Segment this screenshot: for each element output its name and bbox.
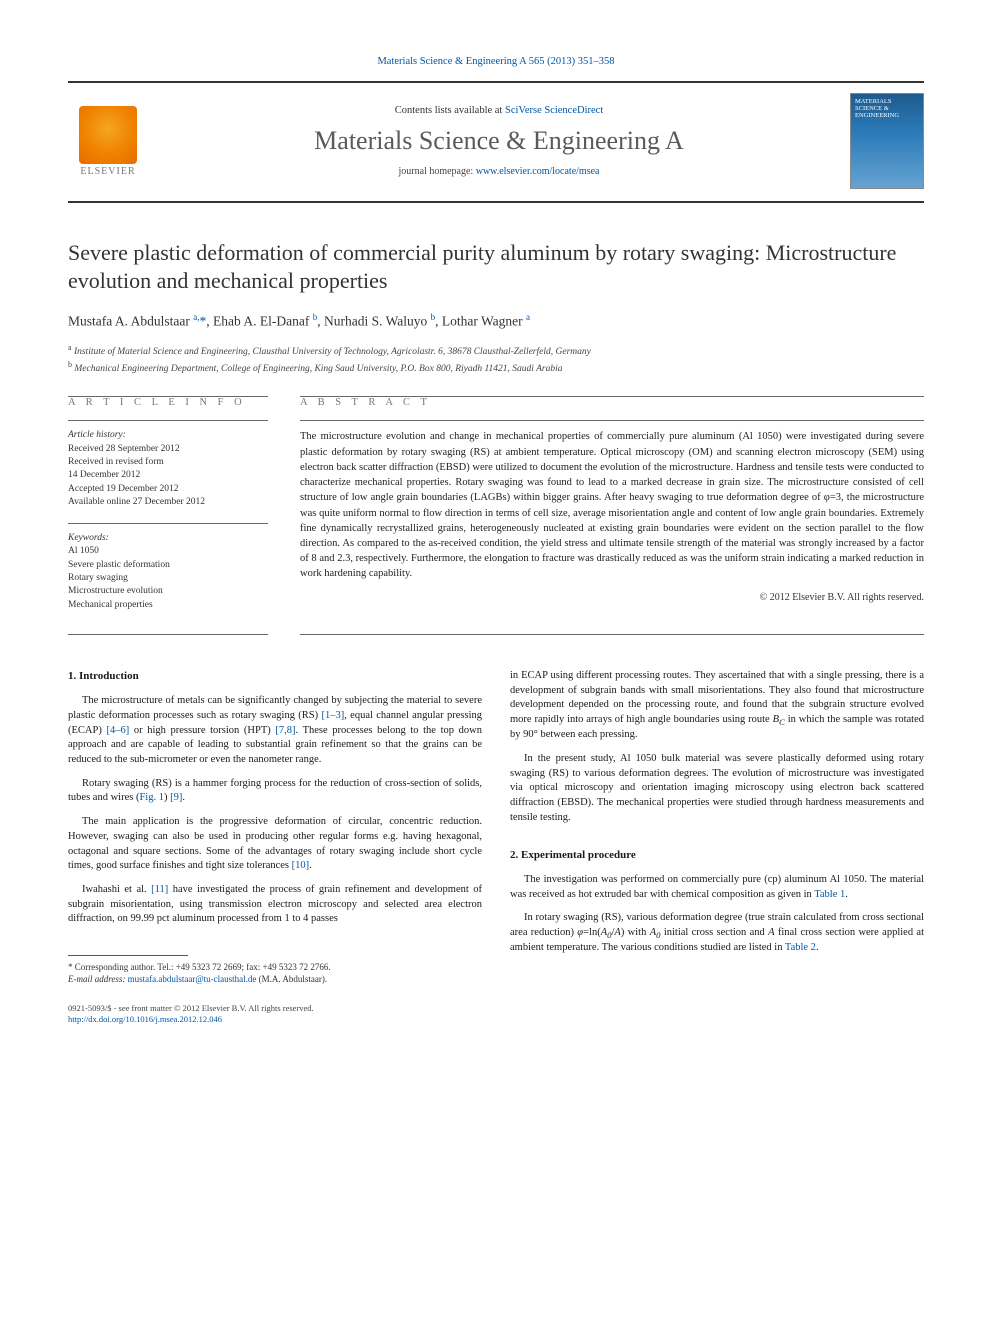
journal-cover-thumbnail[interactable]: MATERIALS SCIENCE & ENGINEERING	[850, 93, 924, 189]
p3a: The main application is the progressive …	[68, 816, 482, 871]
bottom-meta: 0921-5093/$ - see front matter © 2012 El…	[68, 1003, 482, 1025]
email-suffix: (M.A. Abdulstaar).	[256, 974, 327, 984]
affil-marker-b2[interactable]: b	[431, 312, 436, 322]
keywords-head: Keywords:	[68, 532, 268, 545]
affil-marker-b[interactable]: b	[313, 312, 318, 322]
homepage-prefix: journal homepage:	[399, 166, 476, 177]
article-title: Severe plastic deformation of commercial…	[68, 239, 924, 294]
abstract-copyright: © 2012 Elsevier B.V. All rights reserved…	[300, 592, 924, 603]
history-revised-1: Received in revised form	[68, 456, 268, 469]
author-4[interactable]: Lothar Wagner	[442, 314, 523, 329]
corresponding-footnote: * Corresponding author. Tel.: +49 5323 7…	[68, 961, 482, 985]
exp-p2b: .	[816, 942, 819, 953]
exp-p1a: The investigation was performed on comme…	[510, 874, 924, 900]
elsevier-wordmark: ELSEVIER	[68, 166, 148, 177]
affil-marker-a2[interactable]: a	[526, 312, 530, 322]
keyword-4: Microstructure evolution	[68, 585, 268, 598]
contents-prefix: Contents lists available at	[395, 105, 505, 116]
section-2-heading: 2. Experimental procedure	[510, 848, 924, 863]
affiliation-b: Mechanical Engineering Department, Colle…	[74, 364, 562, 374]
p1c: or high pressure torsion (HPT)	[129, 725, 275, 736]
front-matter-line: 0921-5093/$ - see front matter © 2012 El…	[68, 1003, 482, 1014]
col2-p2: In the present study, Al 1050 bulk mater…	[510, 752, 924, 825]
p4a: Iwahashi et al.	[82, 884, 151, 895]
keyword-2: Severe plastic deformation	[68, 559, 268, 572]
author-1[interactable]: Mustafa A. Abdulstaar	[68, 314, 190, 329]
history-head: Article history:	[68, 429, 268, 442]
doi-link[interactable]: http://dx.doi.org/10.1016/j.msea.2012.12…	[68, 1014, 222, 1024]
affiliations: a Institute of Material Science and Engi…	[68, 342, 924, 377]
email-label: E-mail address:	[68, 974, 128, 984]
journal-header: ELSEVIER Contents lists available at Sci…	[68, 81, 924, 203]
history-revised-2: 14 December 2012	[68, 469, 268, 482]
section-1-heading: 1. Introduction	[68, 669, 482, 684]
cover-label: MATERIALS SCIENCE & ENGINEERING	[855, 98, 919, 119]
authors-list: Mustafa A. Abdulstaar a,*, Ehab A. El-Da…	[68, 312, 924, 330]
ref-1-3[interactable]: [1–3]	[321, 710, 344, 721]
ref-10[interactable]: [10]	[292, 860, 310, 871]
keyword-1: Al 1050	[68, 545, 268, 558]
p2c: .	[182, 792, 185, 803]
contents-line: Contents lists available at SciVerse Sci…	[160, 105, 838, 116]
affiliation-a: Institute of Material Science and Engine…	[74, 347, 591, 357]
keyword-3: Rotary swaging	[68, 572, 268, 585]
elsevier-logo[interactable]: ELSEVIER	[68, 106, 148, 177]
column-left: 1. Introduction The microstructure of me…	[68, 669, 482, 1025]
abstract-label: A B S T R A C T	[300, 397, 924, 408]
author-3[interactable]: Nurhadi S. Waluyo	[324, 314, 427, 329]
keywords-block: Keywords: Al 1050 Severe plastic deforma…	[68, 532, 268, 612]
history-accepted: Accepted 19 December 2012	[68, 483, 268, 496]
history-received: Received 28 September 2012	[68, 443, 268, 456]
ref-4-6[interactable]: [4–6]	[106, 725, 129, 736]
footnote-corr: * Corresponding author. Tel.: +49 5323 7…	[68, 961, 482, 973]
elsevier-tree-icon	[79, 106, 137, 164]
body-text: 1. Introduction The microstructure of me…	[68, 669, 924, 1025]
article-history: Article history: Received 28 September 2…	[68, 429, 268, 509]
p2a: Rotary swaging (RS) is a hammer forging …	[68, 778, 482, 804]
homepage-line: journal homepage: www.elsevier.com/locat…	[160, 166, 838, 177]
corresponding-marker[interactable]: *	[199, 314, 206, 329]
ref-11[interactable]: [11]	[151, 884, 168, 895]
corresponding-email[interactable]: mustafa.abdulstaar@tu-clausthal.de	[128, 974, 257, 984]
table-2-link[interactable]: Table 2	[785, 942, 816, 953]
column-right: in ECAP using different processing route…	[510, 669, 924, 1025]
keyword-5: Mechanical properties	[68, 599, 268, 612]
table-1-link[interactable]: Table 1	[814, 889, 845, 900]
ref-7-8[interactable]: [7,8]	[275, 725, 295, 736]
history-online: Available online 27 December 2012	[68, 496, 268, 509]
fig-1-link[interactable]: Fig. 1	[139, 792, 164, 803]
homepage-link[interactable]: www.elsevier.com/locate/msea	[476, 166, 600, 177]
article-info-label: A R T I C L E I N F O	[68, 397, 268, 408]
ref-9[interactable]: [9]	[170, 792, 182, 803]
journal-reference: Materials Science & Engineering A 565 (2…	[68, 56, 924, 67]
footnote-rule	[68, 955, 188, 956]
sciencedirect-link[interactable]: SciVerse ScienceDirect	[505, 105, 603, 116]
abstract-text: The microstructure evolution and change …	[300, 429, 924, 581]
p3b: .	[309, 860, 312, 871]
exp-p1b: .	[845, 889, 848, 900]
journal-title: Materials Science & Engineering A	[160, 126, 838, 156]
author-2[interactable]: Ehab A. El-Danaf	[213, 314, 309, 329]
col2-p1: in ECAP using different processing route…	[510, 669, 924, 743]
